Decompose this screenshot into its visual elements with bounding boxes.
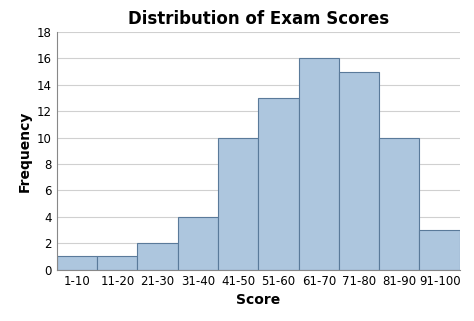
X-axis label: Score: Score [236, 293, 281, 307]
Bar [178, 217, 218, 270]
Bar [299, 58, 339, 270]
Bar [258, 98, 299, 270]
Bar [137, 243, 178, 270]
Bar [379, 138, 419, 270]
Title: Distribution of Exam Scores: Distribution of Exam Scores [128, 10, 389, 28]
Y-axis label: Frequency: Frequency [18, 110, 31, 192]
Bar [419, 230, 460, 270]
Bar [97, 256, 137, 270]
Bar [57, 256, 97, 270]
Bar [218, 138, 258, 270]
Bar [339, 72, 379, 270]
